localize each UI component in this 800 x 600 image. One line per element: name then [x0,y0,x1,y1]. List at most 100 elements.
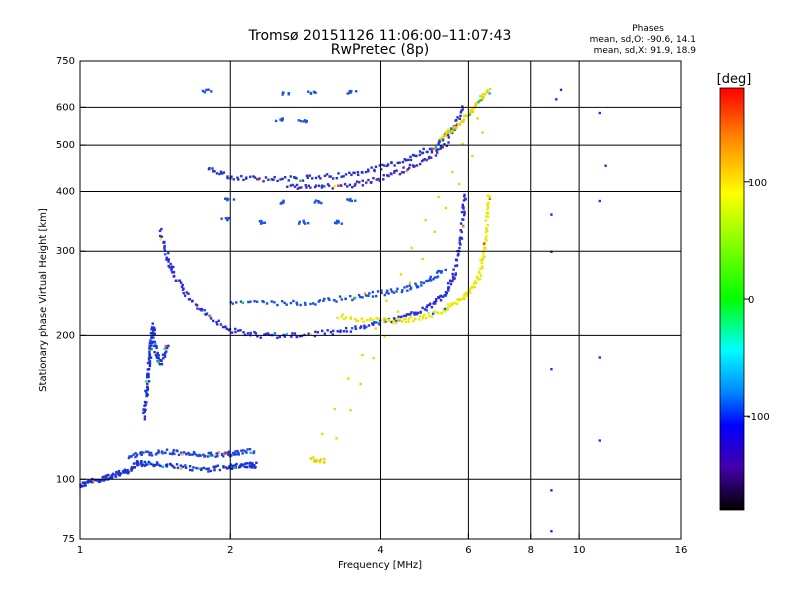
data-point [200,468,203,472]
data-point [390,290,394,293]
data-point [486,204,489,207]
data-point [192,450,196,454]
data-point [279,178,282,181]
data-point [383,335,386,338]
data-point [252,451,255,455]
data-point [356,173,360,177]
data-point [430,151,434,154]
data-point [349,316,352,319]
data-point [236,449,239,453]
data-point [148,341,152,345]
data-point [462,213,466,217]
phase-stats-title: Phases [632,24,664,34]
data-point [133,466,136,469]
data-point [377,321,380,325]
data-point [143,410,146,413]
data-point [463,193,466,197]
data-point [155,463,158,466]
data-point [486,229,489,233]
data-point [400,320,404,323]
data-point [165,350,168,353]
data-point [314,199,318,202]
data-point [283,301,286,305]
data-point [168,266,171,269]
data-point [445,291,449,295]
data-point [252,450,256,453]
data-point [316,331,320,334]
data-point [263,221,267,224]
data-point [242,178,245,182]
data-point [195,466,198,470]
data-point [323,297,326,301]
data-point [215,172,219,175]
data-point [170,452,174,456]
data-point [383,317,386,320]
data-point [229,301,233,304]
data-point [126,468,129,472]
data-point [435,149,438,152]
data-point [208,454,212,457]
data-point [461,203,465,207]
data-point [201,89,205,93]
data-point [439,299,443,302]
x-tick-label: 16 [675,545,688,556]
data-point [460,109,463,112]
data-point [486,202,489,205]
data-point [441,139,445,142]
data-point [280,119,284,122]
data-point [148,453,151,457]
data-point [350,89,353,93]
data-point [323,174,327,178]
data-point [434,299,438,303]
data-point [179,281,183,284]
data-point [347,377,350,380]
data-point [393,171,396,174]
data-point [163,241,166,244]
data-point [430,315,434,318]
data-point [280,300,284,303]
data-point [135,460,139,463]
data-point [279,118,282,121]
data-point [415,313,419,316]
data-point [156,355,159,358]
data-point [299,303,302,307]
data-point [181,283,184,287]
data-point [149,339,152,342]
data-point [304,303,307,306]
data-point [248,462,252,465]
data-point [459,120,463,123]
data-point [480,261,484,264]
data-point [309,457,312,460]
data-point [153,332,156,335]
data-point [240,463,243,466]
data-point [146,450,149,454]
data-point [100,479,103,482]
data-point [381,163,384,167]
phase-stats-o: mean, sd,O: -90.6, 14.1 [590,35,696,45]
data-point [315,459,319,462]
data-point [314,91,317,94]
data-point [442,134,445,138]
data-point [176,466,180,470]
data-point [298,220,301,223]
data-point [188,468,192,472]
data-point [354,90,358,93]
data-point [298,335,301,338]
data-point [406,289,409,292]
data-point [168,452,172,455]
data-point [320,186,324,189]
data-point [157,449,160,452]
data-point [255,300,259,303]
data-point [559,88,563,92]
colorbar-ticks: 100 0 -100 [744,178,770,423]
data-point [109,475,113,479]
data-point [230,467,234,471]
data-point [262,180,265,183]
data-point [367,168,370,171]
data-point [163,347,167,350]
data-point [335,300,338,303]
data-point [195,454,198,457]
data-point [452,301,456,304]
data-point [395,169,398,172]
data-point [439,145,443,148]
